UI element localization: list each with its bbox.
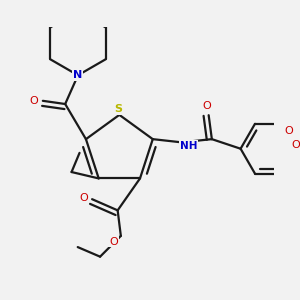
- Text: S: S: [114, 104, 122, 114]
- Text: O: O: [79, 193, 88, 202]
- Text: NH: NH: [180, 141, 197, 151]
- Text: O: O: [292, 140, 300, 150]
- Text: O: O: [284, 125, 293, 136]
- Text: N: N: [73, 70, 83, 80]
- Text: O: O: [30, 96, 38, 106]
- Text: N: N: [73, 70, 83, 80]
- Text: O: O: [203, 101, 212, 111]
- Text: O: O: [109, 236, 118, 247]
